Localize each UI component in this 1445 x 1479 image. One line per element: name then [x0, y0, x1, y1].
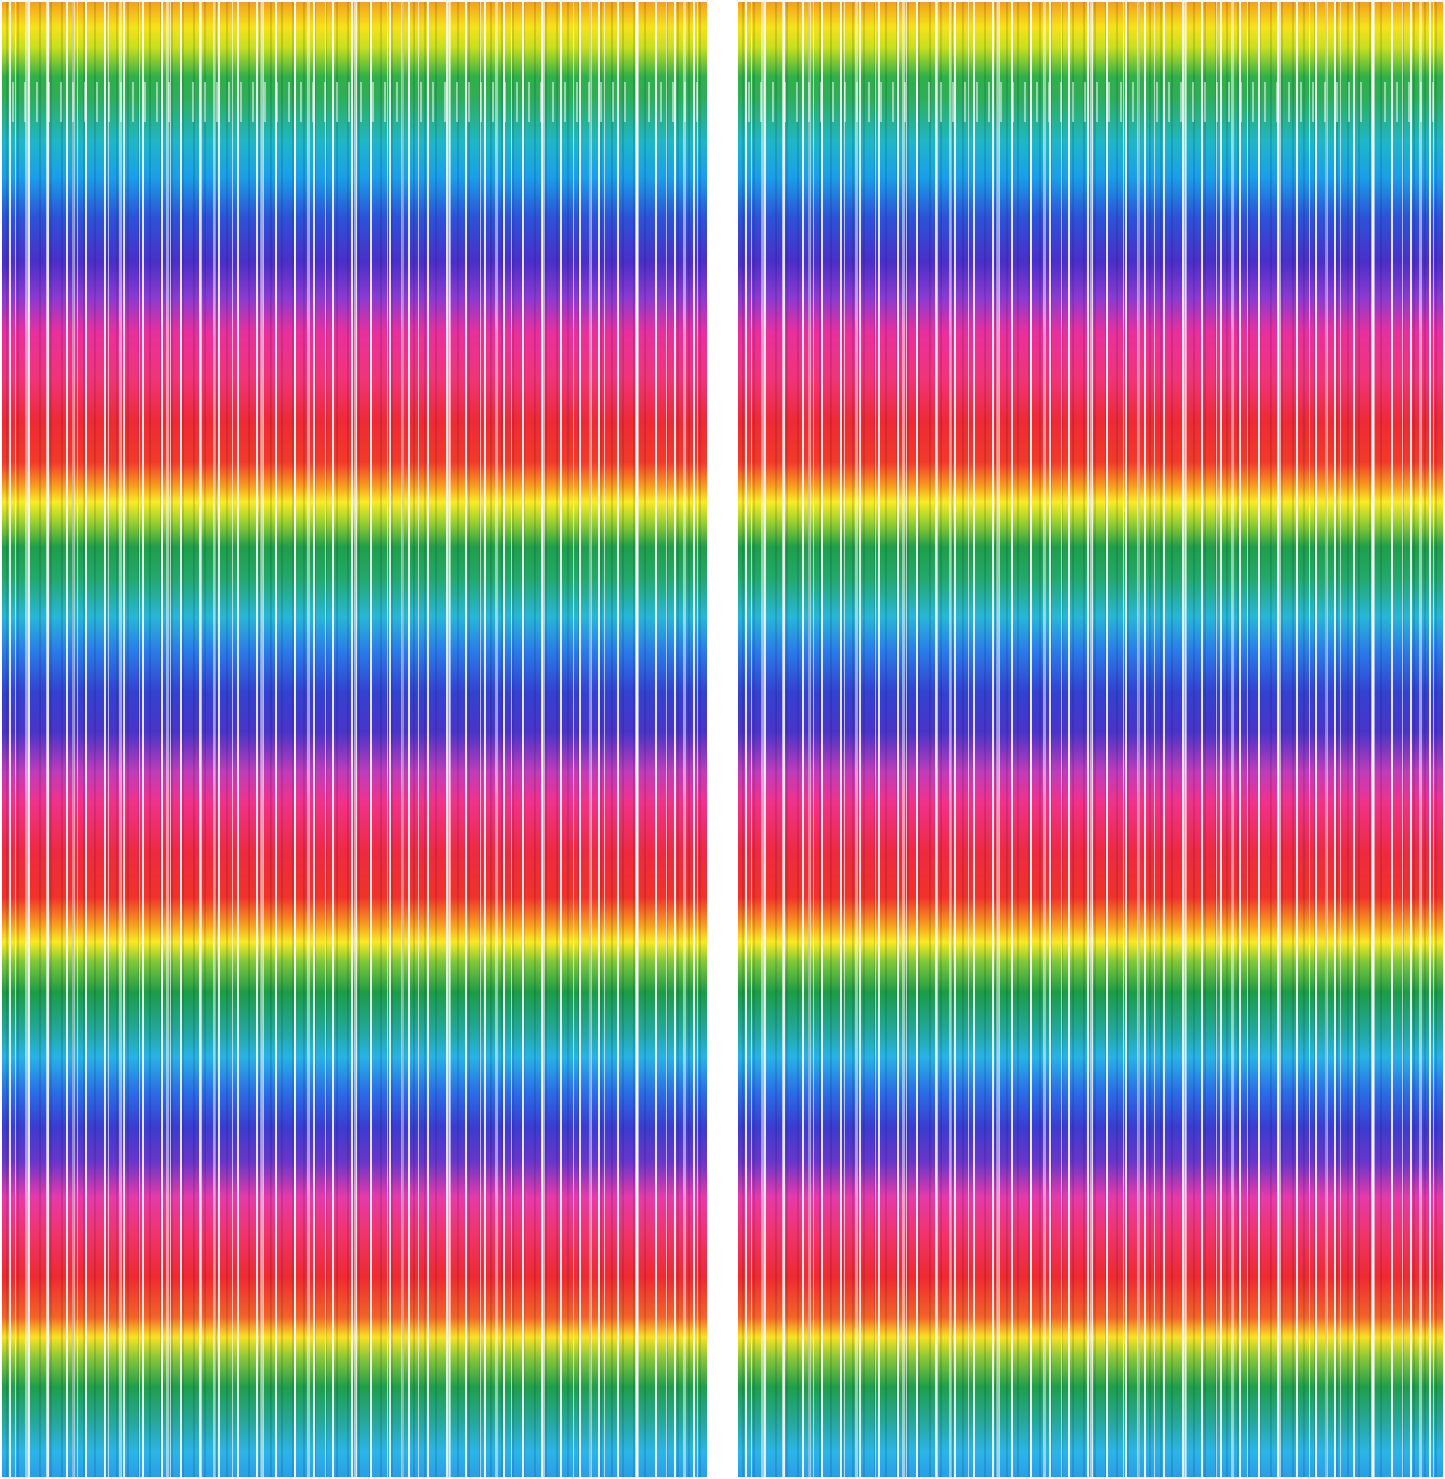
foil-curtain-right	[738, 2, 1443, 1477]
foil-curtain-left	[2, 2, 707, 1477]
